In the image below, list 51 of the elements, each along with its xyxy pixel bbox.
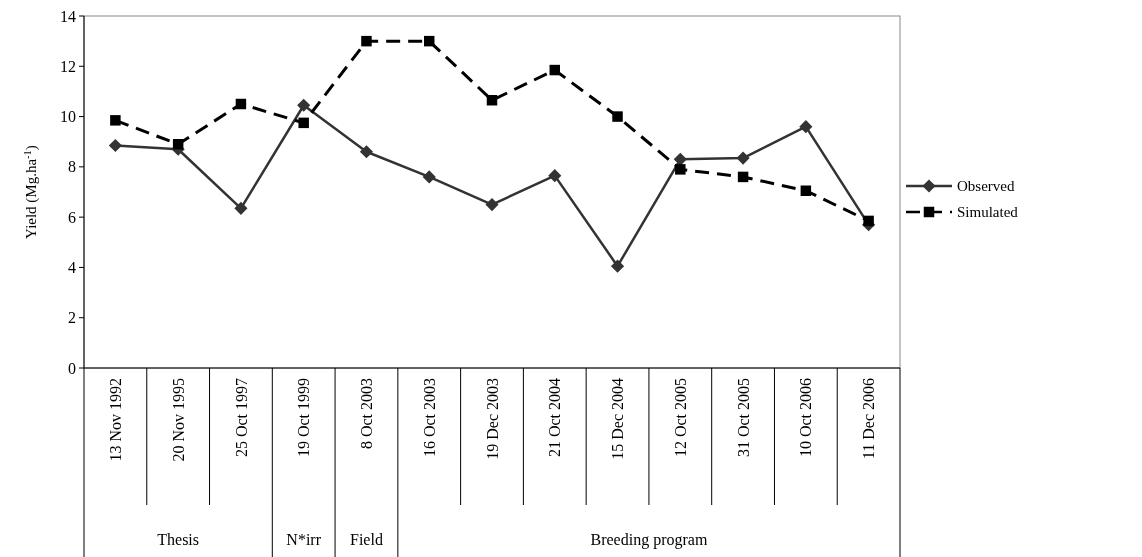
x-tick-label: 25 Oct 1997 — [232, 378, 250, 458]
text: Field — [350, 531, 383, 548]
point — [737, 171, 749, 183]
y-tick-label: 2 — [68, 309, 76, 327]
point — [675, 164, 686, 175]
point — [423, 35, 435, 47]
text: Thesis — [157, 531, 200, 548]
x-tick-label: 31 Oct 2005 — [734, 378, 752, 458]
point — [863, 215, 874, 227]
point — [422, 170, 436, 184]
point — [612, 111, 623, 122]
point — [235, 98, 247, 110]
y-tick-label: 14 — [60, 7, 76, 25]
point — [549, 64, 561, 76]
point — [548, 169, 562, 183]
point — [298, 117, 309, 129]
y-tick-label: 12 — [60, 57, 76, 75]
legend-label: Simulated — [957, 204, 1019, 221]
point — [359, 145, 374, 159]
x-tick-label: 20 Nov 1995 — [169, 378, 187, 462]
point — [799, 120, 813, 134]
x-tick-label: 10 Oct 2006 — [797, 378, 815, 458]
point — [234, 201, 248, 215]
y-tick-label: 8 — [68, 158, 76, 176]
x-tick-label: 19 Oct 1999 — [295, 378, 313, 458]
point — [361, 35, 372, 47]
y-tick-label: 10 — [60, 108, 76, 126]
legend-label: Observed — [957, 178, 1015, 195]
point — [172, 138, 184, 150]
x-tick-label: 15 Dec 2004 — [609, 378, 627, 460]
point — [736, 151, 750, 165]
point — [673, 152, 687, 166]
x-tick-label: 19 Dec 2003 — [483, 378, 501, 460]
x-tick-label: 13 Nov 1992 — [106, 378, 124, 462]
point — [800, 185, 812, 196]
text: Breeding program — [590, 531, 708, 549]
point — [486, 94, 498, 106]
point — [610, 259, 625, 273]
y-tick-label: 6 — [68, 208, 76, 226]
x-tick-label: 16 Oct 2003 — [420, 378, 438, 458]
x-tick-label: 11 Dec 2006 — [860, 378, 878, 460]
point — [108, 138, 122, 153]
point — [485, 198, 499, 212]
point — [110, 115, 121, 126]
x-tick-label: 8 Oct 2003 — [358, 378, 376, 450]
point — [297, 98, 311, 112]
y-tick-label: 4 — [68, 259, 76, 277]
text: N*irr — [286, 531, 322, 548]
y-tick-label: 0 — [68, 359, 76, 377]
x-tick-label: 21 Oct 2004 — [546, 378, 564, 458]
x-tick-label: 12 Oct 2005 — [671, 378, 689, 458]
